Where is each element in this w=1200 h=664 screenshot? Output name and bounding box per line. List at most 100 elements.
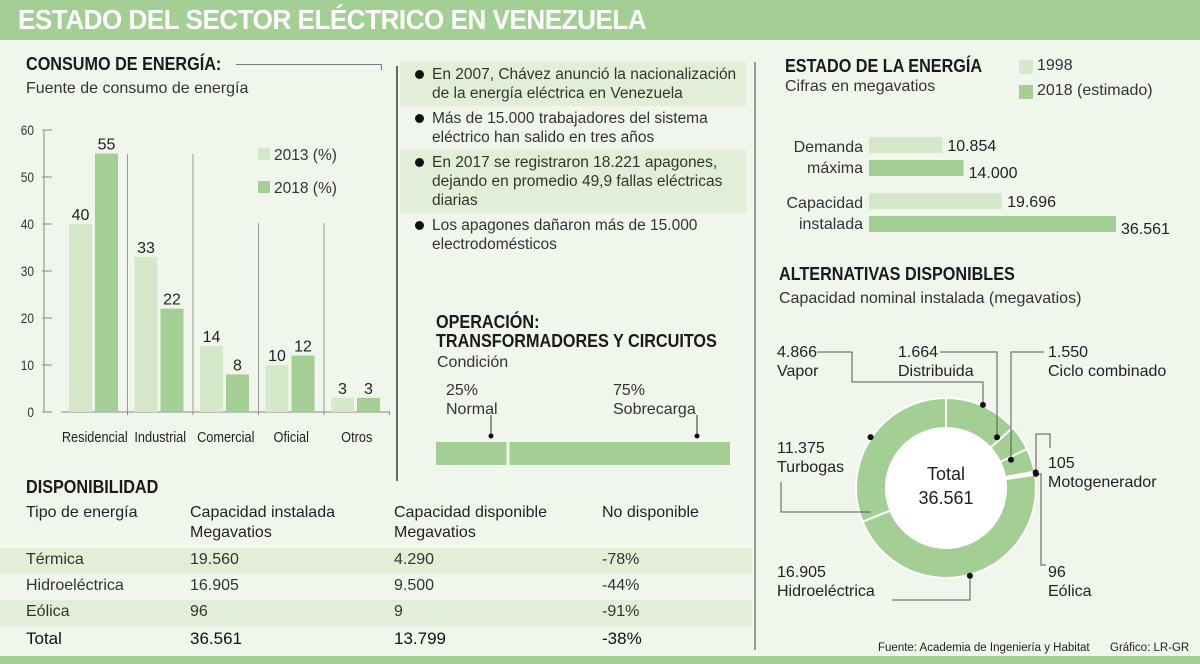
y-tick-label: 20	[21, 310, 34, 326]
estado-heading: ESTADO DE LA ENERGÍA	[785, 56, 983, 76]
fact-item: Más de 15.000 trabajadores del sistema e…	[400, 106, 746, 150]
header-tipo: Tipo de energía	[26, 504, 138, 521]
bar-2013-industrial	[134, 256, 158, 412]
source-note: Fuente: Academia de Ingeniería y Habitat	[878, 642, 1090, 654]
header-banner	[0, 0, 1200, 40]
leader-dot	[488, 433, 494, 439]
slice-value-label: 96	[1048, 564, 1066, 581]
bar-2018-residencial	[95, 153, 118, 412]
consumo-heading: CONSUMO DE ENERGÍA:	[26, 54, 222, 74]
bar-value-label: 10	[268, 348, 286, 365]
leader-line	[1036, 473, 1046, 566]
footer-bar	[0, 656, 1200, 664]
segment-normal	[436, 442, 507, 465]
bullet-dot-icon	[415, 158, 424, 167]
alternativas-subtitle: Capacidad nominal instalada (megavatios)	[779, 290, 1082, 307]
category-label: instalada	[799, 216, 863, 233]
bar-value-label: 12	[294, 339, 312, 356]
fact-item: En 2017 se registraron 18.221 apagones, …	[400, 150, 746, 213]
slice-name-label: Hidroeléctrica	[777, 583, 875, 600]
slice-value-label: 16.905	[777, 564, 826, 581]
table-total-row: Total 36.561 13.799 -38%	[26, 629, 642, 648]
y-tick-label: 40	[21, 216, 34, 232]
slice-name-label: Turbogas	[777, 459, 844, 476]
leader-line	[940, 351, 998, 437]
donut-center-label: Total	[927, 464, 965, 484]
table-header: Tipo de energía Capacidad instalada Megav…	[0, 500, 752, 548]
header-instalada: Capacidad instalada	[190, 504, 335, 521]
legend-swatch-2018	[1019, 85, 1033, 99]
bar-2018-otros	[357, 397, 380, 412]
slice-name-label: Ciclo combinado	[1048, 363, 1166, 380]
table-row: Térmica 19.560 4.290 -78%	[0, 548, 752, 574]
donut-hole	[886, 428, 1006, 548]
normal-label: 25% Normal	[446, 381, 498, 419]
bar-2013-residencial	[69, 224, 92, 412]
legend-label-2018: 2018 (estimado)	[1037, 82, 1153, 99]
slice-name-label: Distribuida	[898, 363, 974, 380]
bar-2018-industrial	[160, 308, 184, 412]
hbar-value-label: 36.561	[1121, 221, 1170, 238]
leader-line	[817, 351, 984, 405]
leader-dot	[1008, 456, 1014, 463]
column-divider-left	[396, 66, 398, 481]
header-instalada-unit: Megavatios	[190, 524, 272, 541]
header-disponible: Capacidad disponible	[394, 504, 547, 521]
facts-list: En 2007, Chávez anunció la nacionalizaci…	[400, 62, 746, 257]
hbar-value-label: 10.854	[947, 138, 996, 155]
bullet-dot-icon	[415, 70, 424, 79]
bar-value-label: 14	[203, 329, 221, 346]
slice-value-label: 1.550	[1048, 344, 1088, 361]
y-tick-label: 0	[27, 404, 34, 420]
header-no-disponible: No disponible	[602, 504, 699, 521]
x-tick-label: Oficial	[274, 428, 309, 445]
operacion-heading-2: TRANSFORMADORES Y CIRCUITOS	[436, 331, 717, 351]
sobrecarga-label: 75% Sobrecarga	[613, 381, 696, 419]
y-tick-label: 30	[21, 263, 34, 279]
leader-line	[892, 576, 971, 601]
legend-swatch	[258, 181, 270, 193]
estado-subtitle: Cifras en megavatios	[785, 78, 936, 95]
bar-2013-comercial	[200, 346, 223, 412]
normal-name: Normal	[446, 401, 498, 418]
category-label: Demanda	[794, 139, 863, 156]
donut-center-value: 36.561	[918, 488, 973, 508]
bar-value-label: 22	[163, 292, 181, 309]
availability-table: Tipo de energía Capacidad instalada Megav…	[0, 500, 752, 652]
leader-line	[1010, 351, 1044, 460]
leader-line	[780, 482, 871, 513]
bar-value-label: 55	[98, 137, 116, 154]
y-tick-label: 50	[21, 169, 34, 185]
bar-value-label: 3	[364, 381, 373, 398]
consumption-bar-chart: 0 10 20 30 40 50 60 40 55 Residencial 33 22 Industri…	[21, 122, 390, 445]
graphic-credit: Gráfico: LR-GR	[1110, 642, 1190, 654]
operacion-subtitle: Condición	[437, 354, 509, 371]
bar-2018-comercial	[226, 374, 249, 412]
leader-dot	[1032, 470, 1039, 477]
consumo-subtitle: Fuente de consumo de energía	[26, 80, 249, 97]
alternativas-heading: ALTERNATIVAS DISPONIBLES	[779, 264, 1015, 284]
slice-value-label: 4.866	[777, 344, 817, 361]
slice-value-label: 1.664	[898, 344, 938, 361]
alternatives-donut-chart: Total 36.561 4.866 Vapor 1.664 Distribuida 1.5…	[777, 344, 1166, 601]
bar-2013-otros	[331, 397, 354, 412]
hbar-1998	[869, 137, 943, 153]
operacion-heading: OPERACIÓN:	[436, 312, 540, 332]
bullet-dot-icon	[415, 114, 424, 123]
leader-dot	[979, 401, 986, 408]
x-tick-label: Industrial	[134, 428, 186, 445]
category-label: máxima	[807, 160, 863, 177]
consumo-rule-end	[381, 64, 382, 70]
sobrecarga-name: Sobrecarga	[613, 401, 696, 418]
legend-label-1998: 1998	[1037, 57, 1073, 74]
bullet-dot-icon	[415, 221, 424, 230]
bar-2013-oficial	[265, 365, 289, 412]
legend-label: 2013 (%)	[274, 147, 337, 164]
disponibilidad-heading: DISPONIBILIDAD	[26, 477, 159, 497]
table-row: Eólica 96 9 -91%	[0, 600, 752, 626]
x-tick-label: Otros	[341, 428, 372, 445]
slice-value-label: 105	[1048, 455, 1075, 472]
bar-value-label: 40	[72, 207, 90, 224]
table-row: Hidroeléctrica 16.905 9.500 -44%	[26, 577, 640, 594]
y-tick-label: 10	[21, 357, 34, 373]
